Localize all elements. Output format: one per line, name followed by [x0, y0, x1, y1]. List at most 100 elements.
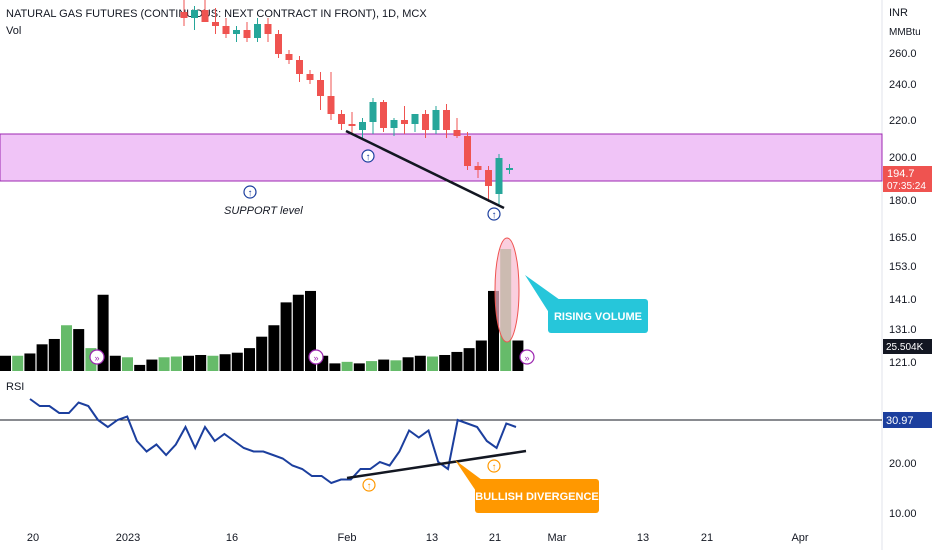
candle[interactable] [264, 18, 272, 42]
volume-bar[interactable] [402, 357, 414, 371]
rising-volume-callout: RISING VOLUME [525, 275, 648, 333]
volume-bar[interactable] [195, 354, 207, 371]
volume-bar[interactable] [353, 363, 365, 371]
candle[interactable] [464, 132, 471, 170]
price-axis-tick: 240.0 [889, 79, 917, 91]
volume-bar[interactable] [122, 357, 133, 371]
volume-axis-tick: 141.0 [889, 294, 917, 306]
volume-bar[interactable] [512, 340, 524, 372]
candle-body [254, 24, 261, 38]
candle[interactable] [506, 164, 513, 174]
candle-body [285, 54, 293, 60]
volume-bar[interactable] [268, 325, 280, 371]
candle[interactable] [212, 8, 219, 34]
rsi-line[interactable] [29, 398, 517, 485]
rsi-up-marker: ↑ [362, 478, 376, 492]
volume-bar[interactable] [36, 344, 48, 371]
volume-bar[interactable] [0, 355, 11, 371]
volume-bar[interactable] [183, 355, 194, 371]
volume-bar[interactable] [475, 340, 487, 372]
volume-bar[interactable] [12, 355, 24, 371]
candle-body [180, 12, 188, 18]
volume-bar[interactable] [378, 359, 390, 371]
candle[interactable] [401, 106, 408, 134]
candle[interactable] [359, 118, 366, 138]
volume-bar[interactable] [207, 355, 219, 371]
candle[interactable] [453, 118, 461, 138]
candle[interactable] [390, 118, 398, 136]
support-annotation: SUPPORT level [224, 205, 303, 217]
volume-bar[interactable] [109, 355, 121, 371]
candle[interactable] [201, 0, 209, 22]
volume-marker: » [519, 349, 535, 365]
volume-bar[interactable] [341, 361, 353, 371]
candle[interactable] [191, 6, 198, 30]
candle[interactable] [338, 110, 345, 130]
candle[interactable] [233, 26, 240, 42]
candle[interactable] [474, 162, 482, 178]
x-axis-label: 2023 [116, 532, 140, 544]
candle[interactable] [485, 166, 492, 202]
candle[interactable] [306, 70, 314, 84]
volume-axis-tick: 165.0 [889, 232, 917, 244]
svg-text:»: » [313, 353, 318, 363]
volume-bar[interactable] [305, 290, 316, 371]
volume-bar[interactable] [134, 364, 146, 371]
volume-bar[interactable] [451, 351, 463, 371]
candle[interactable] [369, 98, 377, 134]
candle[interactable] [348, 112, 356, 134]
volume-bar[interactable] [292, 294, 304, 371]
candle[interactable] [422, 110, 429, 138]
volume-bar[interactable] [366, 361, 377, 371]
volume-bar[interactable] [73, 329, 85, 371]
candle[interactable] [296, 56, 303, 82]
candle[interactable] [317, 72, 324, 110]
candle[interactable] [180, 0, 188, 26]
volume-bar[interactable] [390, 360, 402, 371]
volume-bar[interactable] [219, 354, 231, 371]
rsi-trendline[interactable] [346, 449, 527, 480]
candle[interactable] [411, 114, 419, 132]
volume-bar[interactable] [427, 356, 438, 371]
volume-axis-tick: 153.0 [889, 261, 917, 273]
volume-bar[interactable] [48, 338, 60, 371]
volume-bar[interactable] [146, 359, 158, 371]
volume-bar[interactable] [414, 355, 426, 371]
volume-bar[interactable] [24, 353, 36, 371]
candle[interactable] [222, 18, 230, 38]
y-axis-ticks: 260.0 240.0 220.0 200.0 180.0 165.0 153.0 141.0… [889, 48, 917, 520]
candle[interactable] [495, 154, 503, 206]
candle[interactable] [380, 100, 387, 132]
volume-bar[interactable] [317, 355, 329, 371]
volume-bar[interactable] [61, 325, 72, 371]
volume-bar[interactable] [439, 354, 451, 371]
candle[interactable] [285, 50, 293, 64]
volume-bar[interactable] [280, 302, 292, 371]
volume-badge: 25.504K [883, 339, 932, 354]
volume-bar[interactable] [329, 363, 341, 371]
price-axis-tick: 260.0 [889, 48, 917, 60]
candle[interactable] [443, 104, 450, 138]
candle[interactable] [254, 18, 261, 42]
volume-bar[interactable] [463, 348, 475, 371]
volume-bar[interactable] [488, 290, 499, 371]
candle[interactable] [275, 30, 282, 58]
candle[interactable] [432, 106, 440, 134]
candle-body [275, 34, 282, 54]
price-trendline[interactable] [345, 129, 505, 210]
svg-text:»: » [94, 353, 99, 363]
volume-bar[interactable] [170, 356, 182, 371]
candle-body [348, 124, 356, 126]
volume-bar[interactable] [158, 357, 170, 371]
volume-bar[interactable] [97, 294, 109, 371]
candle[interactable] [243, 22, 251, 42]
candle[interactable] [327, 72, 335, 120]
volume-bar[interactable] [231, 352, 243, 371]
x-axis-label: 13 [426, 532, 438, 544]
price-axis-tick: 200.0 [889, 152, 917, 164]
volume-axis-tick: 131.0 [889, 324, 917, 336]
volume-bar[interactable] [244, 348, 255, 371]
volume-marker: » [308, 349, 324, 365]
volume-bar[interactable] [256, 336, 268, 371]
